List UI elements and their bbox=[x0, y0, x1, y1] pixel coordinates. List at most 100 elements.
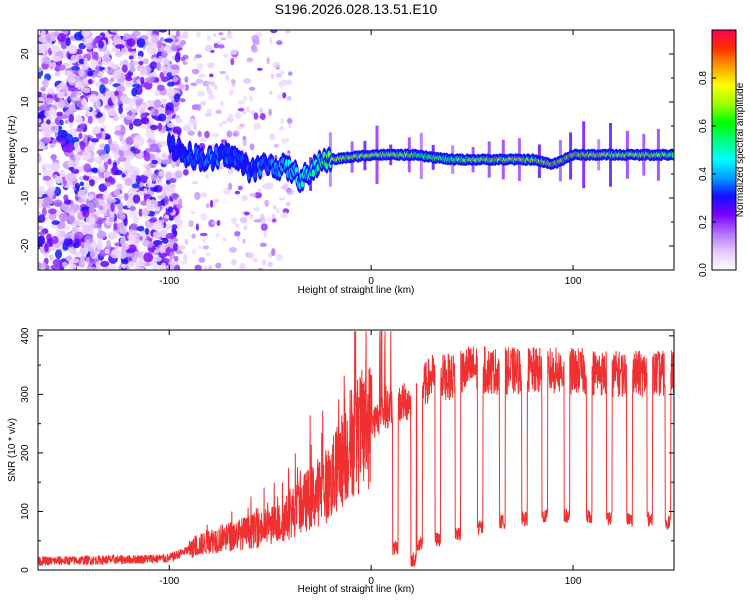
spectrogram-noise-cell bbox=[126, 198, 132, 209]
spectrogram-noise-cell bbox=[259, 113, 266, 120]
spectrogram-noise-cell bbox=[87, 79, 93, 85]
spectrogram-noise-cell bbox=[65, 37, 71, 47]
spectrogram-noise-cell bbox=[51, 220, 60, 226]
spectrogram-noise-cell bbox=[249, 143, 255, 151]
spectrogram-noise-cell bbox=[280, 117, 284, 125]
spectrogram-noise-cell bbox=[119, 113, 126, 119]
spectrogram-noise-cell bbox=[54, 71, 60, 77]
spectrogram-noise-cell bbox=[74, 231, 84, 240]
spectrogram-noise-cell bbox=[128, 210, 138, 218]
spectrogram-noise-cell bbox=[253, 206, 260, 212]
spectrogram-noise-cell bbox=[206, 81, 213, 86]
spectrogram-noise-cell bbox=[200, 212, 208, 221]
spectrogram-noise-cell bbox=[205, 252, 211, 256]
spectrogram-noise-cell bbox=[234, 231, 241, 237]
snr-x-tick-label: 100 bbox=[565, 576, 582, 587]
spectrogram-noise-cell bbox=[227, 30, 231, 35]
spectrogram-noise-cell bbox=[165, 102, 174, 111]
spectrogram-noise-cell bbox=[228, 88, 234, 97]
spectrogram-noise-cell bbox=[82, 209, 90, 218]
spectrogram-x-ticks: -100 0 100 bbox=[159, 30, 582, 287]
colorbar-label: Normalized spectral amplitude bbox=[735, 82, 746, 217]
spectrogram-noise-cell bbox=[150, 76, 156, 82]
spectrogram-y-axis-label: Frequency (Hz) bbox=[7, 116, 18, 185]
spectrogram-noise-cell bbox=[143, 58, 149, 65]
spectrogram-noise-cell bbox=[206, 35, 212, 42]
spectrogram-noise-cell bbox=[269, 37, 273, 45]
spectrogram-noise-cell bbox=[198, 257, 206, 263]
spectrogram-noise-cell bbox=[103, 171, 111, 178]
spectrogram-noise-cell bbox=[242, 139, 247, 147]
spectrogram-noise-cell bbox=[49, 143, 55, 149]
spectrogram-noise-cell bbox=[68, 166, 75, 171]
spectrogram-noise-cell bbox=[136, 38, 146, 48]
spectrogram-noise-cell bbox=[73, 31, 84, 41]
snr-y-axis-label: SNR (10 * v/v) bbox=[7, 418, 18, 482]
spectrogram-noise-cell bbox=[268, 108, 272, 117]
spectrogram-noise-cell bbox=[254, 192, 262, 199]
spectrogram-noise-cell bbox=[237, 185, 243, 191]
spectrogram-noise-cell bbox=[175, 159, 181, 167]
spectrogram-noise-cell bbox=[178, 98, 186, 102]
spectrogram-noise-cell bbox=[285, 201, 291, 207]
spectrogram-noise-cell bbox=[164, 38, 173, 43]
spectrogram-noise-cell bbox=[96, 149, 107, 156]
spectrogram-noise-cell bbox=[206, 108, 212, 115]
spectrogram-noise-cell bbox=[107, 158, 112, 165]
spectrogram-noise-cell bbox=[234, 112, 242, 119]
spectrogram-noise-cell bbox=[207, 89, 213, 95]
spectrogram-noise-cell bbox=[96, 99, 101, 109]
spectrogram-noise-cell bbox=[106, 239, 111, 250]
spectrogram-noise-cell bbox=[44, 243, 49, 253]
spectrogram-noise-cell bbox=[110, 202, 115, 212]
spectrogram-noise-cell bbox=[44, 110, 49, 117]
spectrogram-noise-cell bbox=[50, 264, 59, 270]
spectrogram-noise-cell bbox=[157, 195, 165, 200]
spectrogram-noise-cell bbox=[63, 70, 73, 77]
spectrogram-noise-cell bbox=[71, 136, 80, 143]
spectrogram-noise-cell bbox=[143, 252, 154, 263]
spectrogram-noise-cell bbox=[79, 123, 86, 129]
spectrogram-noise-cell bbox=[260, 223, 268, 232]
spectrogram-cells bbox=[38, 30, 674, 270]
spectrogram-noise-cell bbox=[258, 107, 264, 115]
spectrogram-noise-cell bbox=[251, 34, 260, 43]
spectrogram-noise-cell bbox=[111, 166, 117, 173]
spectrogram-noise-cell bbox=[152, 231, 162, 239]
spectrogram-noise-cell bbox=[230, 217, 238, 225]
colorbar: 0.0 0.2 0.4 0.6 0.8 Normalized spectral ampl… bbox=[698, 29, 746, 277]
spectrogram-noise-cell bbox=[284, 137, 290, 144]
spectrogram-noise-cell bbox=[213, 42, 219, 49]
spectrogram-noise-cell bbox=[82, 87, 91, 94]
spectrogram-noise-cell bbox=[88, 206, 95, 214]
spectrogram-noise-cell bbox=[61, 261, 68, 268]
spectrogram-noise-cell bbox=[223, 53, 229, 59]
spectrogram-noise-cell bbox=[252, 258, 258, 263]
spectrogram-noise-cell bbox=[69, 263, 77, 270]
spectrogram-noise-cell bbox=[272, 61, 281, 69]
spectrogram-noise-cell bbox=[170, 192, 180, 200]
snr-y-tick-label: 300 bbox=[20, 386, 31, 403]
spectrogram-noise-cell bbox=[104, 181, 112, 187]
spectrogram-noise-cell bbox=[111, 46, 117, 53]
spectrogram-noise-cell bbox=[148, 218, 157, 223]
spectrogram-noise-cell bbox=[102, 190, 109, 201]
spectrogram-noise-cell bbox=[56, 91, 65, 99]
spectrogram-noise-cell bbox=[145, 164, 151, 171]
spectrogram-y-tick-label: -20 bbox=[20, 238, 31, 253]
spectrogram-noise-cell bbox=[184, 238, 189, 245]
spectrogram-noise-cell bbox=[276, 40, 283, 46]
spectrogram-noise-cell bbox=[146, 100, 156, 105]
spectrogram-noise-cell bbox=[55, 249, 62, 260]
spectrogram-noise-cell bbox=[175, 30, 180, 38]
snr-x-ticks: -100 0 100 bbox=[159, 330, 582, 587]
colorbar-ticks: 0.0 0.2 0.4 0.6 0.8 bbox=[698, 71, 716, 277]
spectrogram-noise-cell bbox=[284, 152, 290, 157]
spectrogram-noise-cell bbox=[207, 62, 215, 69]
spectrogram-noise-cell bbox=[183, 169, 189, 176]
spectrogram-noise-cell bbox=[79, 181, 85, 187]
spectrogram-noise-cell bbox=[269, 90, 273, 96]
spectrogram-noise-cell bbox=[68, 247, 74, 253]
spectrogram-noise-cell bbox=[157, 113, 167, 122]
spectrogram-noise-cell bbox=[226, 130, 233, 138]
